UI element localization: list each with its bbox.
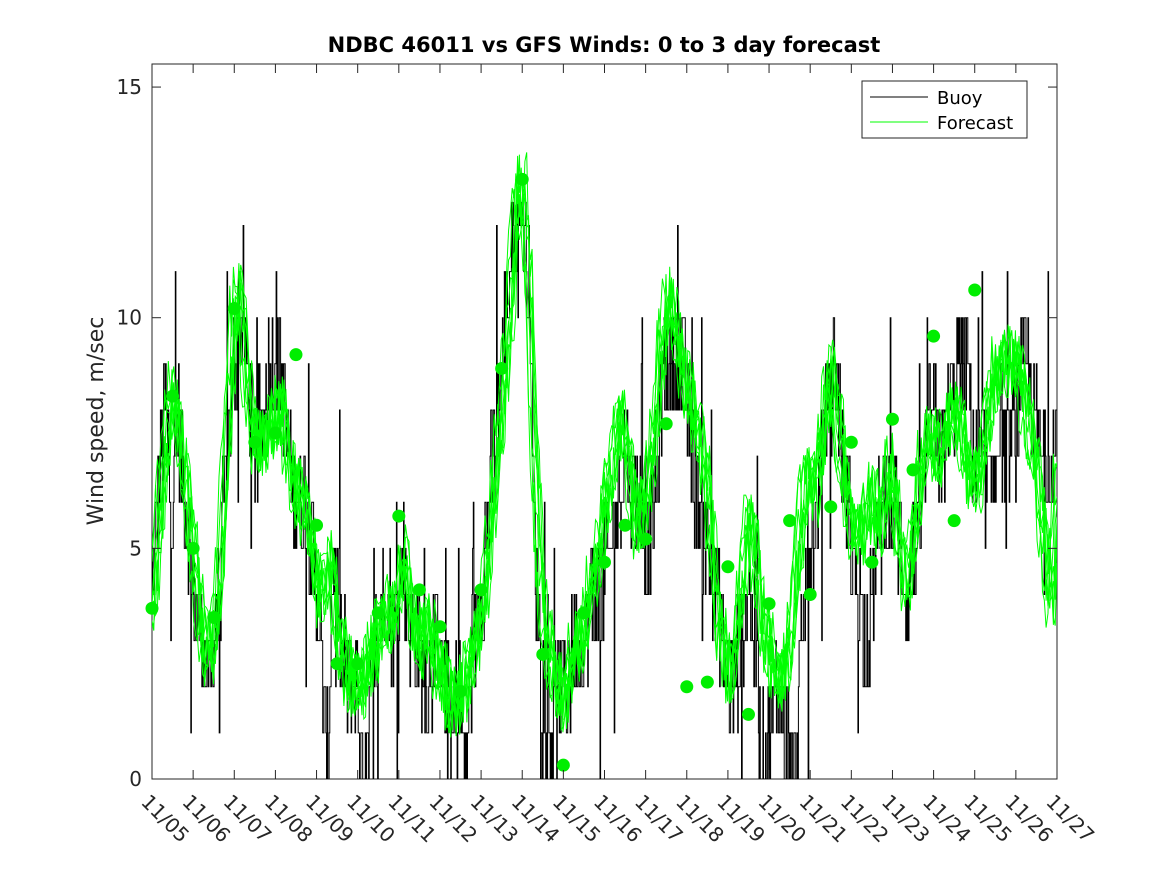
- legend: Buoy Forecast: [861, 80, 1028, 139]
- y-tick-label: 15: [117, 75, 142, 99]
- forecast-marker: [680, 680, 694, 694]
- forecast-marker: [433, 620, 447, 634]
- forecast-marker: [289, 348, 303, 362]
- plot-area: [151, 63, 1058, 780]
- forecast-marker: [968, 283, 982, 297]
- legend-box: [861, 80, 1028, 139]
- forecast-marker: [721, 560, 735, 574]
- forecast-line-7: [152, 179, 1057, 732]
- forecast-marker: [885, 412, 899, 426]
- forecast-marker: [927, 329, 941, 343]
- forecast-marker: [268, 426, 282, 440]
- forecast-marker: [248, 435, 262, 449]
- forecast-marker: [639, 532, 653, 546]
- forecast-marker: [227, 301, 241, 315]
- forecast-marker: [515, 172, 529, 186]
- forecast-marker: [803, 587, 817, 601]
- forecast-marker: [351, 657, 365, 671]
- forecast-marker: [412, 583, 426, 597]
- forecast-marker: [556, 758, 570, 772]
- y-tick-label: 10: [117, 306, 142, 330]
- forecast-marker: [186, 541, 200, 555]
- forecast-marker: [495, 361, 509, 375]
- legend-forecast-label: Forecast: [937, 113, 1013, 134]
- forecast-marker: [741, 707, 755, 721]
- chart-title: NDBC 46011 vs GFS Winds: 0 to 3 day fore…: [328, 33, 881, 57]
- forecast-marker: [659, 417, 673, 431]
- forecast-marker: [618, 518, 632, 532]
- forecast-marker: [145, 601, 159, 615]
- forecast-marker: [207, 611, 221, 625]
- forecast-marker: [598, 555, 611, 569]
- forecast-marker: [536, 647, 550, 661]
- forecast-marker: [906, 463, 920, 477]
- forecast-marker: [454, 684, 468, 698]
- legend-buoy-label: Buoy: [937, 88, 983, 109]
- forecast-marker: [762, 597, 776, 611]
- forecast-marker: [310, 518, 324, 532]
- forecast-marker: [783, 514, 797, 528]
- forecast-markers: [145, 172, 982, 772]
- y-tick-label: 0: [129, 767, 142, 791]
- forecast-marker: [474, 583, 488, 597]
- forecast-marker: [371, 606, 385, 620]
- forecast-marker: [577, 606, 591, 620]
- y-axis-label: Wind speed, m/sec: [84, 317, 109, 526]
- forecast-marker: [700, 675, 714, 689]
- forecast-marker: [392, 509, 406, 523]
- y-tick-label: 5: [129, 536, 142, 560]
- forecast-marker: [824, 500, 838, 514]
- forecast-marker: [947, 514, 961, 528]
- forecast-marker: [166, 389, 180, 403]
- forecast-marker: [844, 435, 858, 449]
- forecast-marker: [865, 555, 879, 569]
- forecast-marker: [330, 657, 344, 671]
- forecast-line-8: [152, 155, 1057, 734]
